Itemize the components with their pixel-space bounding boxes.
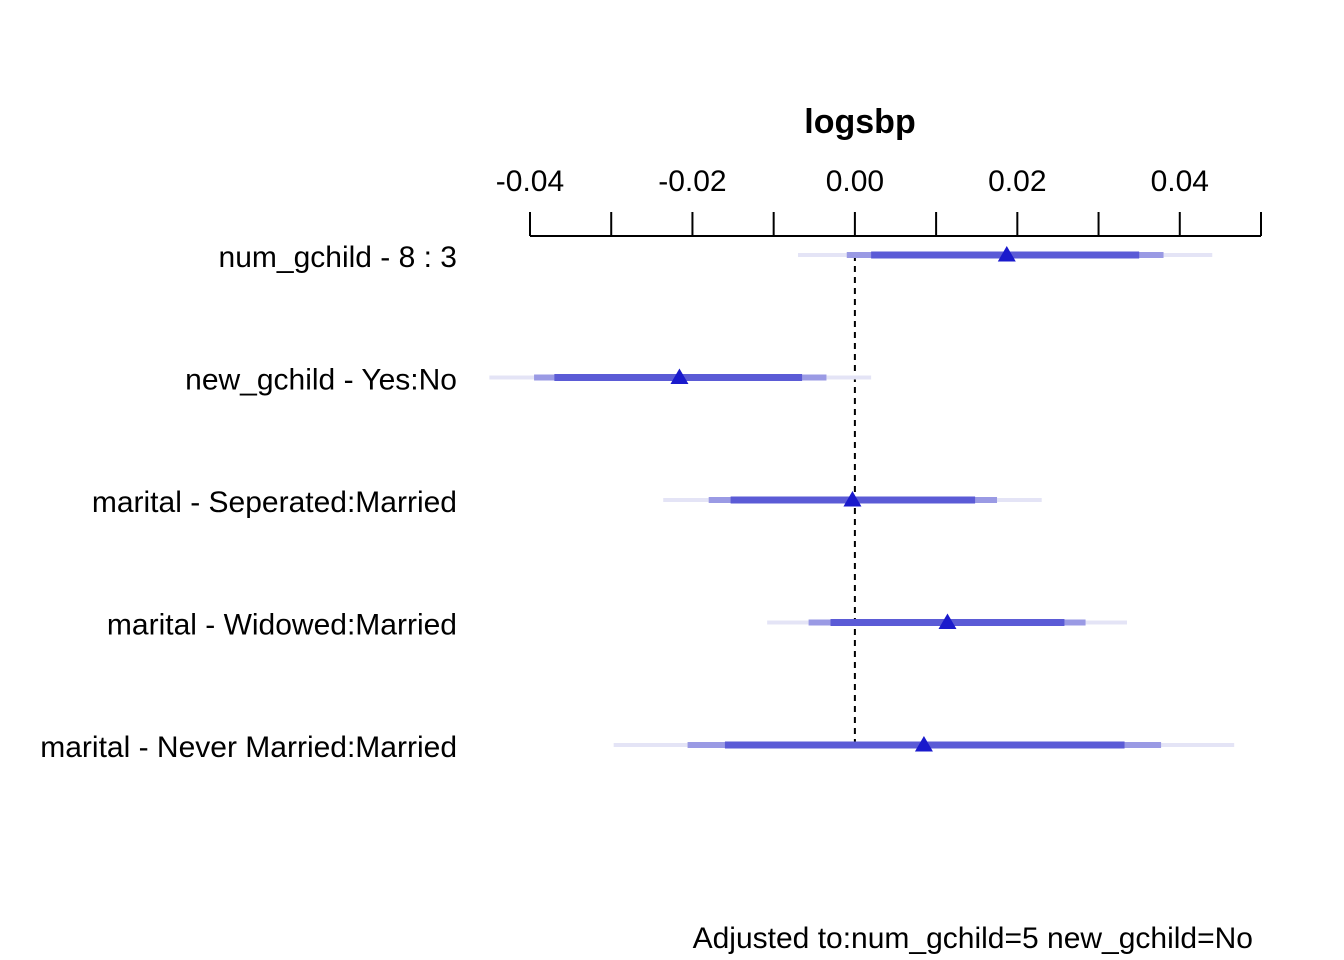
forest-row: marital - Never Married:Married [40, 731, 1235, 764]
row-label: marital - Widowed:Married [107, 609, 457, 642]
rows-group: num_gchild - 8 : 3 new_gchild - Yes:No mar… [40, 241, 1235, 764]
estimate-marker [670, 368, 689, 384]
row-label: marital - Seperated:Married [92, 486, 457, 519]
row-label: marital - Never Married:Married [40, 731, 457, 764]
row-label: new_gchild - Yes:No [185, 364, 457, 397]
forest-row: marital - Widowed:Married [107, 609, 1127, 642]
x-tick-label: 0.04 [1151, 165, 1209, 198]
x-tick-label: 0.02 [988, 165, 1046, 198]
chart-title: logsbp [804, 103, 915, 141]
estimate-marker [843, 491, 862, 507]
x-tick-label: -0.02 [658, 165, 726, 198]
forest-row: new_gchild - Yes:No [185, 364, 872, 397]
x-axis: -0.04 -0.02 0.00 0.02 0.04 [496, 165, 1262, 237]
estimate-marker [914, 736, 933, 752]
estimate-marker [938, 613, 957, 629]
footnote: Adjusted to:num_gchild=5 new_gchild=No [693, 922, 1253, 955]
x-tick-label: 0.00 [826, 165, 884, 198]
row-label: num_gchild - 8 : 3 [219, 241, 457, 274]
forest-row: marital - Seperated:Married [92, 486, 1042, 519]
x-tick-label: -0.04 [496, 165, 564, 198]
estimate-marker [997, 246, 1016, 262]
forest-row: num_gchild - 8 : 3 [219, 241, 1213, 274]
